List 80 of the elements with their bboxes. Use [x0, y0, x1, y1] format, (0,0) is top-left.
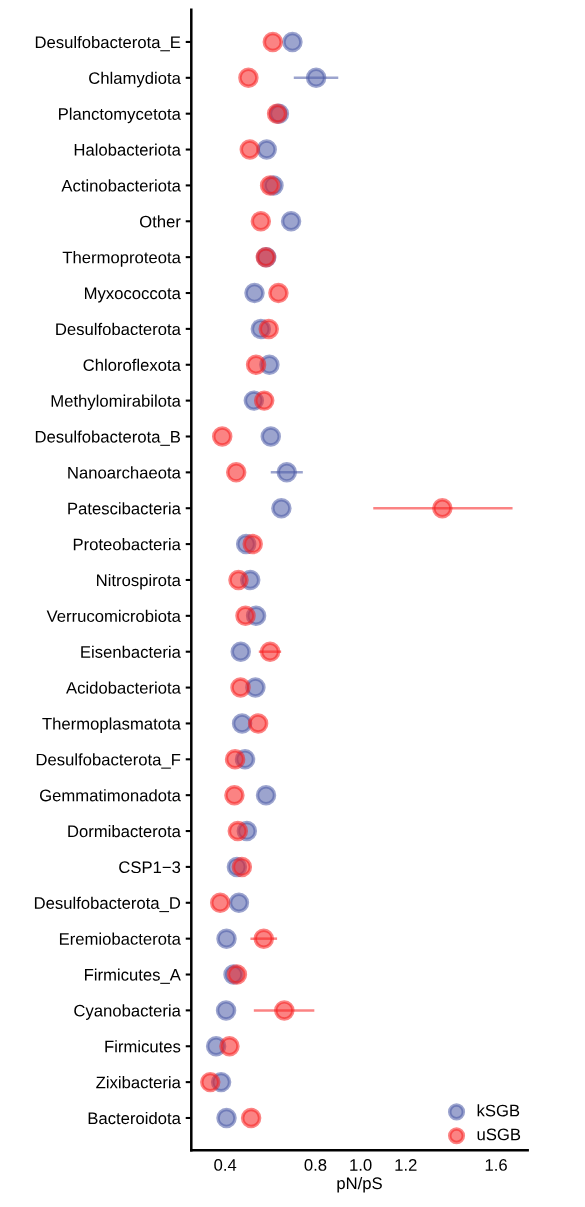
point [242, 533, 263, 555]
point [239, 139, 261, 160]
point [276, 462, 298, 483]
y-tick-label: Verrucomicrobiota [46, 609, 181, 623]
y-tick-label: Methylomirabilota [51, 394, 181, 411]
point [262, 31, 284, 53]
point [244, 282, 265, 304]
point [247, 713, 269, 734]
y-tick-label: Desulfobacterota [56, 322, 181, 336]
point [259, 641, 281, 662]
y-tick-label: Zixibacteria [96, 1076, 181, 1089]
y-tick-label: Proteobacteria [73, 538, 181, 551]
y-tick-label: Firmicutes [105, 1040, 181, 1053]
point [216, 1107, 237, 1129]
y-tick-label: Desulfobacterota_E [35, 35, 181, 52]
point [211, 426, 233, 447]
point [228, 569, 249, 591]
y-tick-label: Acidobacteriota [66, 681, 181, 694]
point [216, 928, 237, 949]
point [224, 784, 245, 806]
point [274, 1000, 295, 1021]
y-tick-label: Planctomycetota [59, 107, 181, 124]
y-tick-label: CSP1−3 [119, 861, 181, 874]
point [225, 462, 247, 483]
y-tick-label: Bacteroidota [88, 1111, 181, 1125]
point [224, 749, 246, 770]
point [432, 497, 453, 519]
x-tick-label: 1.2 [395, 1159, 417, 1171]
y-tick-label: Halobacteriota [74, 143, 181, 156]
y-tick-label: Thermoplasmatota [42, 717, 181, 733]
point [271, 497, 292, 519]
legend-label: uSGB [477, 1128, 521, 1141]
point [219, 1036, 240, 1057]
point [268, 282, 289, 304]
point [260, 426, 282, 447]
point [250, 211, 272, 232]
point [256, 139, 277, 160]
x-tick-label: 1.0 [350, 1159, 372, 1171]
y-tick-label: Desulfobacterota_F [36, 753, 181, 769]
point [253, 390, 275, 411]
y-tick-label: Desulfobacterota_B [35, 430, 181, 446]
y-tick-label: Chlamydiota [89, 71, 181, 88]
point [235, 605, 256, 627]
y-tick-label: Eisenbacteria [81, 645, 181, 658]
point [240, 1107, 262, 1129]
point [200, 1071, 221, 1093]
x-tick-label: 0.8 [304, 1159, 327, 1171]
y-tick-label: Thermoproteota [62, 251, 181, 267]
point [255, 784, 277, 806]
legend-label: kSGB [477, 1104, 520, 1117]
y-tick-label: Desulfobacterota_D [34, 896, 181, 913]
point [238, 67, 259, 89]
point [209, 892, 231, 914]
point [253, 928, 275, 949]
point [228, 892, 250, 914]
point [305, 67, 327, 89]
point [245, 354, 267, 375]
point [280, 211, 302, 232]
y-tick-label: Dormibacterota [68, 825, 181, 838]
y-tick-label: Eremiobacterota [59, 932, 181, 945]
y-tick-label: Actinobacteriota [61, 179, 181, 192]
y-tick-label: Nanoarchaeota [68, 466, 181, 479]
point [230, 677, 251, 698]
x-tick-label: 0.4 [214, 1159, 237, 1171]
x-axis-title: pN/pS [337, 1176, 382, 1193]
point [215, 1000, 237, 1021]
y-tick-label: Nitrospirota [97, 573, 181, 590]
x-tick-label: 1.6 [485, 1159, 507, 1171]
point [227, 820, 249, 842]
point [282, 31, 303, 53]
y-tick-label: Other [139, 215, 181, 228]
y-tick-label: Gemmatimonadota [40, 789, 181, 802]
point [230, 641, 251, 662]
y-tick-label: Firmicutes_A [85, 968, 181, 984]
y-tick-label: Myxococcota [84, 287, 181, 303]
y-tick-label: Cyanobacteria [74, 1004, 181, 1020]
y-tick-label: Patescibacteria [68, 502, 181, 515]
point [231, 856, 253, 878]
y-tick-label: Chloroflexota [83, 358, 181, 371]
point [258, 318, 279, 340]
